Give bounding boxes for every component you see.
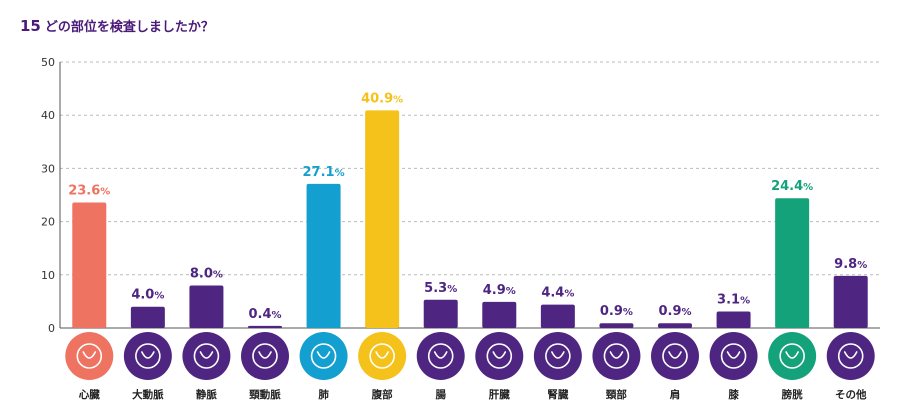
data-label: 40.9%	[361, 91, 403, 106]
question-text: どの部位を検査しましたか？	[44, 20, 214, 35]
liver-icon	[475, 332, 524, 380]
data-label-value: 4.9	[483, 283, 506, 298]
data-label-value: 3.1	[717, 293, 740, 308]
data-label-unit: %	[393, 94, 403, 105]
bar	[306, 183, 341, 328]
data-label-unit: %	[506, 286, 516, 297]
category-label: 心臓	[79, 388, 100, 401]
chart-title: 15 どの部位を検査しましたか？	[20, 16, 214, 35]
neck-icon	[592, 332, 641, 380]
data-label-unit: %	[154, 291, 164, 302]
data-label: 0.9%	[658, 304, 691, 319]
category-label: 肩	[670, 388, 681, 401]
data-label: 0.4%	[248, 307, 281, 322]
bar	[482, 301, 517, 328]
data-label-value: 0.4	[248, 307, 271, 322]
bar	[130, 306, 165, 328]
other-icon	[826, 332, 875, 380]
heart-icon	[65, 332, 114, 380]
data-label-value: 0.9	[658, 304, 681, 319]
category-label: 静脈	[196, 388, 217, 401]
category-label: 肺	[318, 388, 329, 401]
data-label: 5.3%	[424, 281, 457, 296]
y-tick-label: 10	[41, 269, 55, 282]
bar	[365, 110, 400, 328]
data-label: 27.1%	[303, 165, 345, 180]
data-label: 0.9%	[600, 304, 633, 319]
category-label: 膝	[728, 388, 739, 401]
y-tick-label: 30	[41, 162, 55, 175]
bar	[423, 299, 458, 328]
y-tick-label: 40	[41, 109, 55, 122]
data-label-unit: %	[335, 168, 345, 179]
data-label-value: 4.0	[131, 288, 154, 303]
data-label: 8.0%	[190, 266, 223, 281]
data-label-unit: %	[623, 307, 633, 318]
bar	[248, 325, 282, 328]
data-label: 4.0%	[131, 288, 164, 303]
bar	[775, 198, 810, 328]
intestine-icon	[416, 332, 465, 380]
bar	[189, 285, 224, 328]
data-label-unit: %	[272, 310, 282, 321]
data-label-unit: %	[857, 260, 867, 271]
category-label: 頸動脈	[249, 388, 281, 401]
data-label: 24.4%	[771, 179, 813, 194]
data-label-value: 8.0	[190, 266, 213, 281]
y-tick-label: 50	[41, 56, 55, 69]
bladder-icon	[768, 332, 817, 380]
data-label-value: 4.4	[541, 286, 564, 301]
data-label-unit: %	[213, 269, 223, 280]
y-tick-label: 20	[41, 216, 55, 229]
bar	[658, 323, 692, 328]
data-label: 23.6%	[68, 183, 110, 198]
category-label: 頸部	[606, 388, 627, 401]
aorta-icon	[123, 332, 172, 380]
data-label: 4.9%	[483, 283, 516, 298]
category-label: 肝臓	[489, 388, 510, 401]
bar	[716, 311, 751, 328]
bar	[833, 275, 868, 328]
carotid-artery-icon	[241, 332, 289, 380]
y-axis: 0 10 20 30 40 50	[41, 56, 880, 335]
vein-icon	[182, 332, 231, 380]
category-label: 膀胱	[781, 388, 803, 401]
lungs-icon	[299, 332, 348, 380]
data-label-unit: %	[682, 307, 692, 318]
data-label: 3.1%	[717, 293, 750, 308]
shoulder-icon	[651, 332, 699, 380]
grid-lines	[60, 61, 880, 276]
bar	[599, 323, 634, 328]
abdomen-icon	[358, 332, 407, 380]
data-label-value: 27.1	[303, 165, 335, 180]
data-label-unit: %	[447, 284, 457, 295]
data-label: 9.8%	[834, 257, 867, 272]
data-label-value: 24.4	[771, 179, 803, 194]
bar	[540, 304, 575, 328]
category-label: 腸	[435, 389, 446, 401]
kidneys-icon	[533, 332, 582, 380]
data-label-value: 40.9	[361, 91, 393, 106]
category-label: 腎臓	[547, 388, 568, 401]
data-label-value: 0.9	[600, 304, 623, 319]
y-tick-label: 0	[48, 322, 55, 335]
data-label-unit: %	[564, 289, 574, 300]
data-label-value: 23.6	[68, 183, 100, 198]
category-label: 大動脈	[132, 388, 164, 401]
question-number: 15	[20, 17, 41, 35]
data-label-unit: %	[740, 296, 750, 307]
data-label-value: 5.3	[424, 281, 447, 296]
data-label-value: 9.8	[834, 257, 857, 272]
data-label-unit: %	[803, 182, 813, 193]
data-label: 4.4%	[541, 286, 574, 301]
category-label: 腹部	[372, 388, 393, 401]
knee-icon	[709, 332, 758, 380]
category-label: その他	[835, 388, 867, 401]
data-label-unit: %	[100, 186, 110, 197]
bar	[72, 202, 107, 328]
